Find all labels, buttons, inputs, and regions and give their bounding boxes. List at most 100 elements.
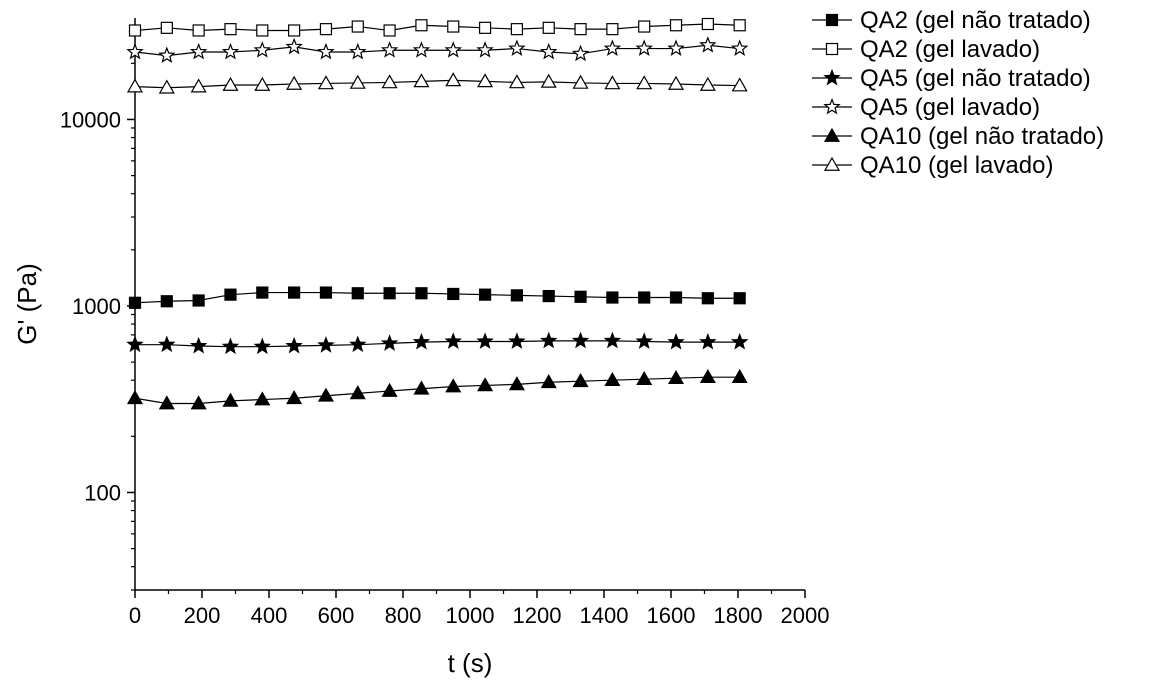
data-point bbox=[224, 288, 237, 301]
data-point bbox=[349, 385, 366, 400]
x-tick-label: 600 bbox=[318, 603, 355, 628]
legend-marker bbox=[825, 42, 839, 56]
legend-item: QA10 (gel não tratado) bbox=[812, 123, 1104, 150]
data-point bbox=[669, 19, 683, 32]
data-point bbox=[699, 76, 716, 91]
series-group bbox=[128, 17, 746, 37]
data-point bbox=[730, 39, 749, 56]
data-point bbox=[571, 44, 590, 62]
data-point bbox=[667, 39, 685, 56]
series-group bbox=[126, 36, 749, 64]
data-point bbox=[638, 20, 651, 33]
data-point bbox=[667, 75, 685, 90]
data-point bbox=[478, 21, 492, 34]
data-point bbox=[158, 335, 176, 353]
data-point bbox=[381, 382, 398, 397]
legend-item: QA10 (gel lavado) bbox=[812, 152, 1053, 179]
data-point bbox=[285, 336, 303, 354]
data-point bbox=[701, 17, 714, 31]
data-point bbox=[542, 289, 555, 303]
data-point bbox=[286, 75, 303, 90]
data-point bbox=[413, 73, 430, 88]
legend-label: QA2 (gel lavado) bbox=[860, 36, 1040, 63]
data-point bbox=[285, 37, 303, 55]
data-point bbox=[731, 369, 748, 384]
data-point bbox=[190, 395, 207, 410]
data-point bbox=[256, 286, 269, 299]
legend-item: QA5 (gel não tratado) bbox=[812, 65, 1091, 92]
data-point bbox=[380, 41, 399, 58]
data-point bbox=[158, 79, 175, 94]
data-point bbox=[510, 23, 523, 36]
x-tick-label: 1400 bbox=[580, 603, 629, 628]
data-point bbox=[224, 23, 237, 36]
data-point bbox=[160, 295, 173, 308]
data-point bbox=[508, 376, 525, 391]
data-point bbox=[606, 23, 619, 36]
data-point bbox=[444, 41, 462, 58]
data-point bbox=[222, 392, 239, 407]
data-point bbox=[572, 74, 589, 89]
data-point bbox=[158, 395, 175, 410]
legend-marker bbox=[823, 127, 841, 142]
data-point bbox=[380, 334, 399, 351]
series-line bbox=[134, 79, 740, 89]
data-point bbox=[699, 369, 716, 384]
legend-item: QA2 (gel lavado) bbox=[812, 36, 1040, 63]
data-point bbox=[701, 292, 714, 305]
x-tick-label: 1600 bbox=[647, 603, 696, 628]
y-axis-title: G' (Pa) bbox=[12, 263, 42, 345]
data-point bbox=[476, 41, 494, 58]
data-point bbox=[415, 287, 428, 300]
data-point bbox=[508, 39, 526, 56]
x-tick-label: 1200 bbox=[513, 603, 562, 628]
data-point bbox=[413, 380, 430, 395]
legend-marker bbox=[823, 156, 841, 171]
plot-series bbox=[126, 17, 749, 410]
data-point bbox=[189, 336, 208, 354]
data-point bbox=[540, 374, 557, 389]
data-point bbox=[699, 36, 717, 53]
legend-item: QA5 (gel lavado) bbox=[812, 94, 1040, 121]
data-point bbox=[731, 77, 748, 92]
data-point bbox=[317, 387, 334, 402]
data-point bbox=[286, 390, 303, 405]
data-point bbox=[699, 332, 717, 350]
data-point bbox=[540, 73, 557, 88]
data-point bbox=[254, 76, 271, 91]
x-tick-label: 2000 bbox=[781, 603, 830, 628]
y-tick-label: 10000 bbox=[60, 107, 121, 132]
data-point bbox=[445, 378, 462, 393]
data-point bbox=[383, 287, 396, 300]
data-point bbox=[412, 332, 431, 350]
data-point bbox=[606, 291, 619, 304]
data-point bbox=[572, 373, 589, 388]
data-point bbox=[476, 332, 494, 349]
data-point bbox=[190, 78, 207, 93]
data-point bbox=[349, 42, 367, 60]
y-ticks: 100 1000 10000 bbox=[60, 29, 135, 591]
data-point bbox=[539, 331, 558, 349]
data-point bbox=[539, 42, 558, 60]
data-point bbox=[635, 39, 653, 56]
data-point bbox=[222, 76, 239, 91]
data-point bbox=[192, 24, 205, 37]
series-group bbox=[126, 331, 749, 355]
x-tick-label: 200 bbox=[184, 603, 221, 628]
legend-label: QA10 (gel lavado) bbox=[860, 152, 1053, 179]
data-point bbox=[603, 331, 622, 349]
data-point bbox=[126, 390, 144, 405]
data-point bbox=[126, 335, 144, 353]
x-tick-label: 1800 bbox=[714, 603, 763, 628]
data-point bbox=[349, 74, 366, 89]
data-point bbox=[349, 335, 367, 353]
data-point bbox=[253, 41, 272, 58]
data-point bbox=[126, 78, 144, 93]
data-point bbox=[733, 292, 746, 305]
y-tick-label: 100 bbox=[84, 480, 121, 505]
data-point bbox=[508, 332, 526, 349]
data-point bbox=[383, 24, 396, 37]
data-point bbox=[317, 42, 335, 60]
data-point bbox=[128, 24, 142, 37]
